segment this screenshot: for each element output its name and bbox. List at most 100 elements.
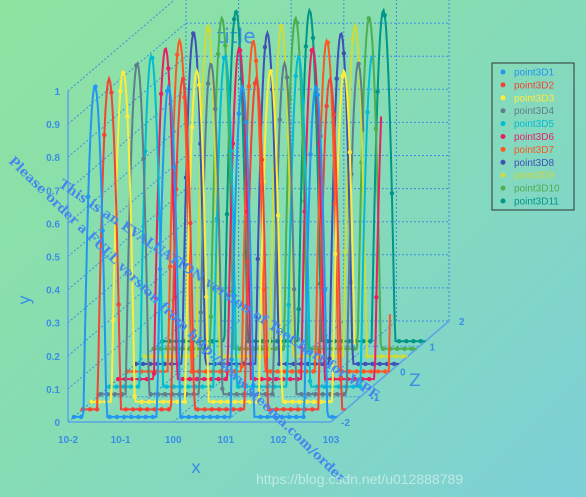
legend-marker bbox=[500, 108, 506, 114]
series-point bbox=[229, 357, 234, 362]
series-point bbox=[418, 339, 423, 344]
series-point bbox=[180, 76, 186, 82]
series-point bbox=[400, 354, 406, 359]
series-point bbox=[236, 384, 241, 389]
series-point bbox=[283, 399, 288, 404]
series-point bbox=[363, 361, 368, 367]
series-point bbox=[343, 249, 348, 254]
series-point bbox=[158, 91, 164, 97]
series-point bbox=[152, 407, 157, 412]
legend-marker bbox=[500, 134, 506, 139]
legend-marker bbox=[500, 159, 506, 165]
series-point bbox=[112, 392, 117, 397]
series-point bbox=[171, 384, 177, 389]
series-point bbox=[143, 414, 148, 420]
legend-entry: point3D5 bbox=[514, 119, 554, 130]
series-point bbox=[404, 339, 409, 344]
series-point bbox=[173, 295, 178, 300]
series-point bbox=[114, 384, 119, 389]
series-point bbox=[322, 384, 327, 389]
series-point bbox=[364, 354, 370, 359]
series-point bbox=[93, 84, 98, 89]
series-point bbox=[284, 75, 290, 80]
series-point bbox=[272, 414, 277, 420]
series-point bbox=[311, 369, 316, 374]
series-point bbox=[327, 356, 332, 361]
series-point bbox=[347, 149, 353, 155]
series-point bbox=[294, 20, 300, 26]
series-point bbox=[251, 382, 256, 388]
series-point bbox=[129, 414, 134, 420]
series-point bbox=[299, 392, 304, 397]
series-point bbox=[322, 287, 328, 293]
series-point bbox=[373, 126, 379, 131]
series-point bbox=[329, 414, 335, 420]
series-point bbox=[342, 392, 347, 397]
series-point bbox=[146, 399, 152, 404]
series-point bbox=[222, 414, 227, 420]
series-point bbox=[334, 76, 339, 81]
series-point bbox=[313, 392, 318, 397]
series-point bbox=[175, 52, 180, 57]
y-tick-label: 0.4 bbox=[46, 286, 60, 297]
series-point bbox=[200, 384, 205, 389]
series-point bbox=[368, 369, 374, 374]
grid-line bbox=[67, 221, 187, 324]
series-point bbox=[237, 48, 243, 53]
series-point bbox=[252, 81, 258, 86]
series-point bbox=[396, 339, 402, 344]
series-point bbox=[289, 369, 295, 374]
series-point bbox=[200, 414, 206, 420]
series-point bbox=[240, 399, 245, 404]
series-point bbox=[383, 369, 388, 374]
series-point bbox=[354, 369, 359, 374]
series-point bbox=[286, 302, 291, 308]
series-point bbox=[270, 392, 275, 397]
series-point bbox=[348, 279, 354, 285]
series-point bbox=[380, 346, 386, 351]
series-point bbox=[231, 17, 237, 22]
series-point bbox=[395, 346, 400, 351]
legend-entry: point3D6 bbox=[514, 132, 554, 143]
series-point bbox=[213, 106, 218, 112]
series-point bbox=[231, 407, 236, 412]
series-point bbox=[71, 414, 77, 420]
series-point bbox=[274, 407, 279, 412]
series-point bbox=[107, 414, 112, 420]
series-point bbox=[211, 399, 216, 404]
series-point bbox=[141, 156, 146, 161]
series-point bbox=[102, 132, 107, 138]
x-tick-label: 10-1 bbox=[111, 435, 131, 446]
x-tick-label: 100 bbox=[165, 435, 182, 446]
series-point bbox=[236, 111, 242, 116]
series-point bbox=[279, 414, 285, 420]
series-point bbox=[216, 407, 222, 412]
z-axis-line bbox=[330, 320, 450, 423]
series-point bbox=[268, 369, 273, 374]
series-point bbox=[232, 399, 238, 404]
series-point bbox=[220, 386, 225, 391]
series-point bbox=[182, 399, 188, 404]
series-point bbox=[179, 414, 184, 420]
series-point bbox=[336, 384, 342, 389]
series-point bbox=[275, 213, 281, 218]
series-point bbox=[311, 399, 317, 404]
y-tick-label: 0.3 bbox=[46, 319, 60, 330]
series-point bbox=[315, 92, 320, 98]
series-line bbox=[91, 67, 356, 403]
series-point bbox=[145, 407, 150, 412]
series-point bbox=[202, 407, 207, 412]
series-point bbox=[267, 407, 272, 412]
legend-entry: point3D1 bbox=[514, 68, 554, 79]
series-point bbox=[110, 317, 116, 323]
series-point bbox=[202, 376, 207, 382]
series-line bbox=[109, 53, 374, 388]
series-point bbox=[324, 103, 329, 109]
series-point bbox=[356, 61, 361, 66]
series-point bbox=[189, 125, 195, 130]
grid-line bbox=[67, 188, 187, 290]
series-point bbox=[258, 414, 263, 420]
series-point bbox=[365, 109, 370, 115]
series-point bbox=[223, 376, 228, 382]
